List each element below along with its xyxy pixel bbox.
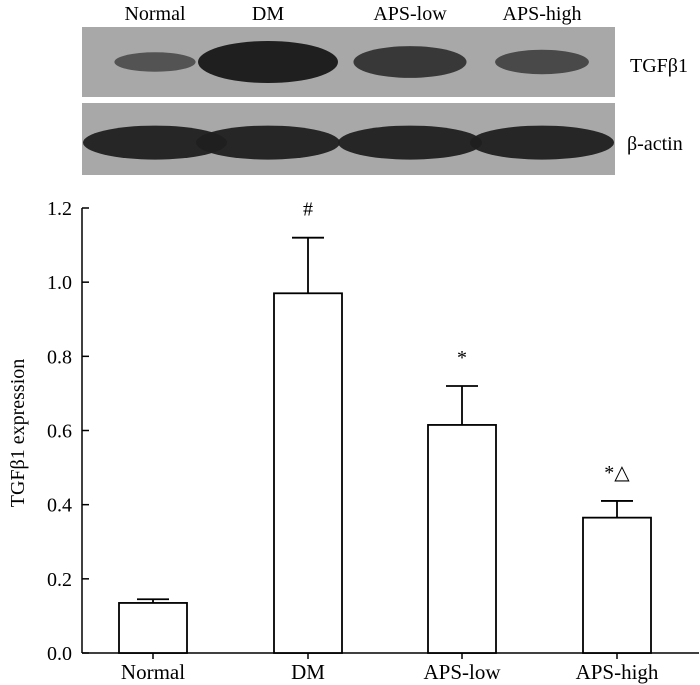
y-axis-label: TGFβ1 expression xyxy=(7,359,29,508)
y-tick-label: 0.8 xyxy=(47,346,72,368)
blot-lane-label-aps-high: APS-high xyxy=(503,3,582,25)
x-tick-labels: Normal DM APS-low APS-high xyxy=(121,660,659,684)
blot-lane-label-aps-low: APS-low xyxy=(373,3,447,25)
blot-band-tgf-1-dm xyxy=(198,41,338,83)
annotation-aps-low: * xyxy=(457,347,467,369)
x-tick-label-aps-low: APS-low xyxy=(423,660,501,684)
bar-normal xyxy=(118,602,188,654)
blot-band-tgf-1-aps-high xyxy=(495,49,589,75)
significance-annotations: # * *△ xyxy=(303,199,630,484)
blot-band-tgf-1-normal xyxy=(114,52,196,72)
blot-band-actin-aps-high xyxy=(470,125,614,160)
blot-bands-beta-actin xyxy=(83,125,614,160)
blot-band-actin-aps-low xyxy=(338,125,482,160)
blot-band-actin-dm xyxy=(196,125,340,160)
annotation-aps-high: *△ xyxy=(604,462,630,484)
x-tick-label-normal: Normal xyxy=(121,660,185,684)
blot-band-tgf-1-aps-low xyxy=(353,46,467,78)
blot-lane-labels: Normal DM APS-low APS-high xyxy=(124,3,581,25)
y-tick-label: 0.2 xyxy=(47,569,72,591)
x-tick-label-aps-high: APS-high xyxy=(576,660,659,684)
y-tick-label: 0.4 xyxy=(47,495,72,517)
y-tick-label: 0.0 xyxy=(47,643,72,665)
error-bars xyxy=(137,236,633,603)
bar-aps-high xyxy=(582,516,652,654)
bar-chart: TGFβ1 expression 0.0 0.2 0.4 0.6 0.8 1.0 1.2 #… xyxy=(7,198,699,684)
blot-lane-label-dm: DM xyxy=(252,3,284,25)
x-axis xyxy=(82,652,699,659)
blot-bands-tgfb1 xyxy=(114,41,589,83)
blot-row-label-tgfb1: TGFβ1 xyxy=(630,55,688,77)
bars xyxy=(118,292,652,654)
bar-dm xyxy=(273,292,343,654)
bar-aps-low xyxy=(427,424,497,654)
blot-row-label-beta-actin: β-actin xyxy=(627,133,683,155)
blot-band-actin-normal xyxy=(83,125,227,160)
annotation-dm: # xyxy=(303,199,313,221)
western-blot: Normal DM APS-low APS-high TGFβ1 β-actin xyxy=(82,3,688,175)
y-axis: 0.0 0.2 0.4 0.6 0.8 1.0 1.2 xyxy=(47,198,89,665)
y-tick-label: 1.2 xyxy=(47,198,72,220)
blot-lane-label-normal: Normal xyxy=(124,3,186,25)
x-tick-label-dm: DM xyxy=(291,660,325,684)
y-tick-label: 0.6 xyxy=(47,421,72,443)
y-tick-label: 1.0 xyxy=(47,272,72,294)
